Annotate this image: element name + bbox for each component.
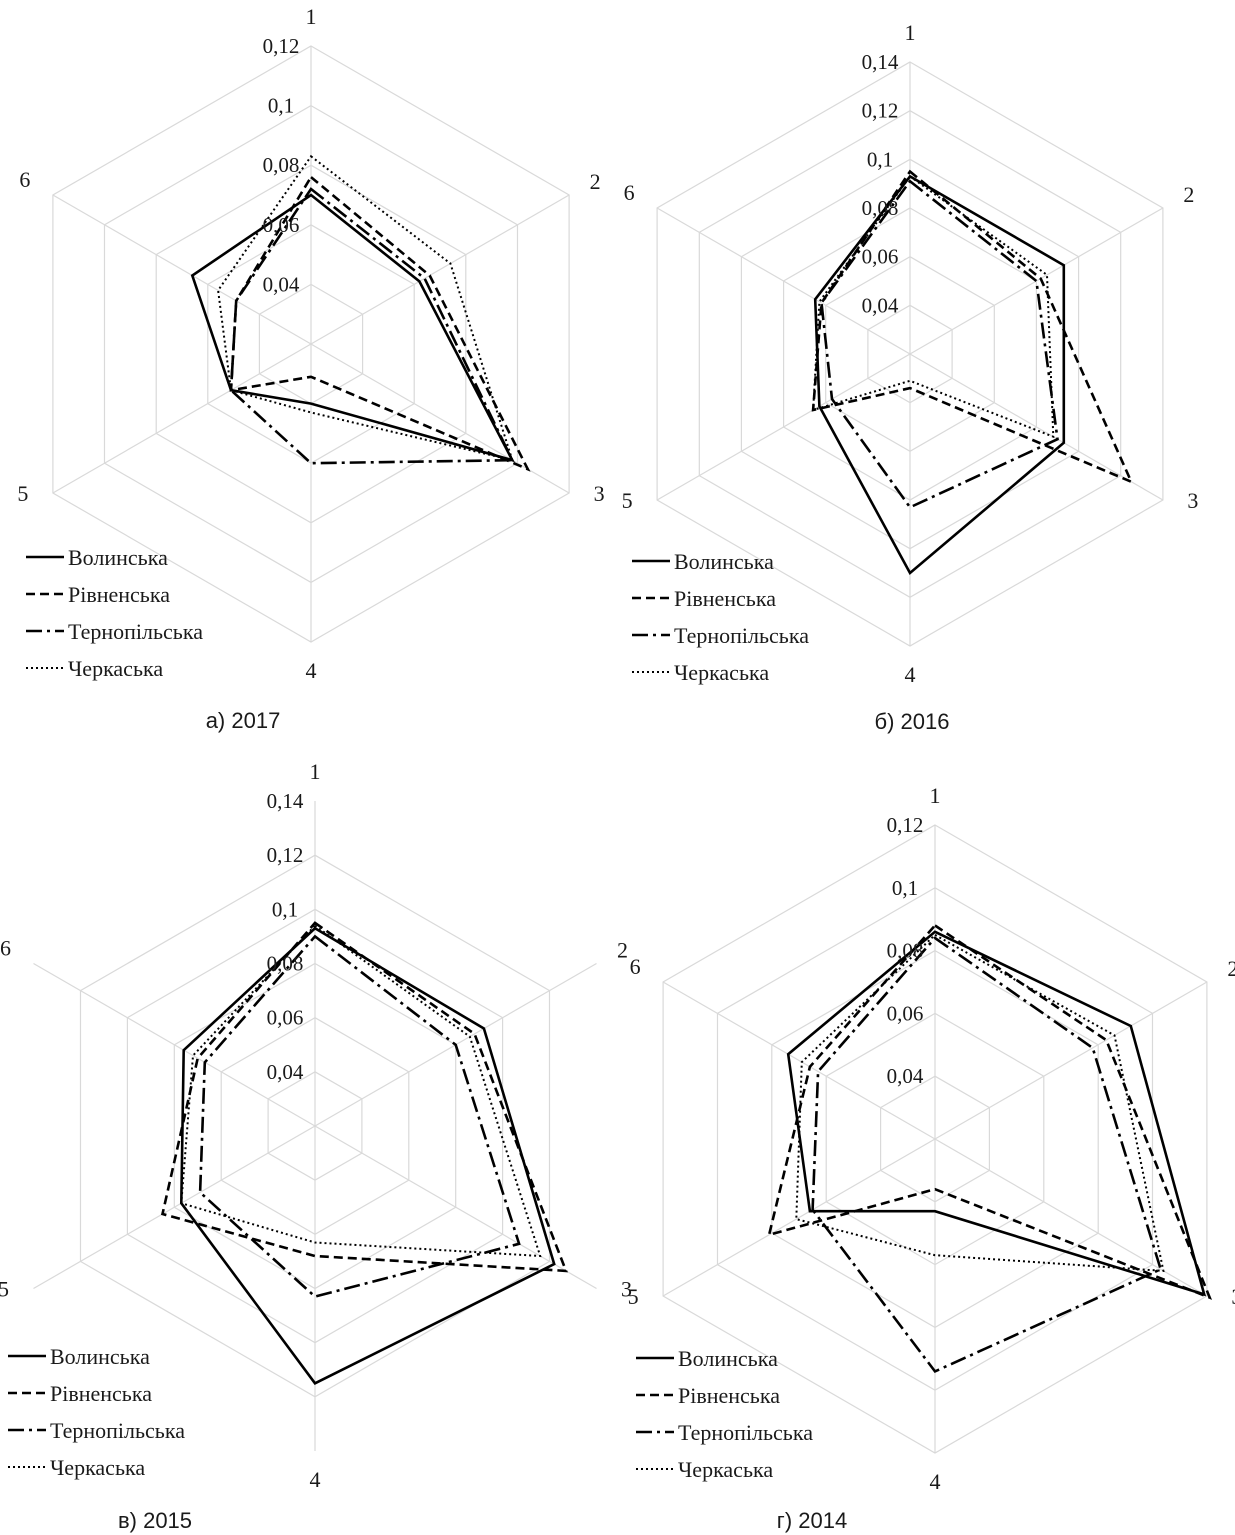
tick-label: 0,04: [862, 293, 899, 317]
series-line-4: [180, 924, 542, 1258]
legend-label: Рівненська: [50, 1381, 152, 1406]
legend-label: Черкаська: [674, 660, 769, 685]
axis-label: 6: [624, 180, 635, 205]
panel-caption-b: б) 2016: [875, 709, 950, 734]
grid-spoke: [310, 343, 570, 494]
series-line-4: [217, 154, 514, 462]
series-line-2: [767, 923, 1213, 1300]
axis-label: 1: [905, 20, 916, 45]
tick-label: 0,14: [267, 789, 304, 813]
tick-label: 0,1: [892, 876, 918, 900]
axis-label: 2: [617, 938, 628, 963]
axis-label: 6: [630, 954, 641, 979]
grid-spoke: [33, 962, 316, 1127]
tick-label: 0,1: [268, 94, 294, 118]
axis-label: 5: [17, 481, 28, 506]
tick-label: 0,1: [272, 897, 298, 921]
panel-caption-c: в) 2015: [118, 1508, 192, 1533]
axis-label: 5: [0, 1277, 9, 1302]
grid-spoke: [909, 353, 1164, 501]
tick-label: 0,12: [263, 34, 300, 58]
legend-label: Рівненська: [68, 582, 170, 607]
tick-label: 0,04: [267, 1060, 304, 1084]
axis-label: 2: [1183, 182, 1194, 207]
axis-label: 5: [622, 488, 633, 513]
grid-spoke: [33, 1125, 316, 1290]
grid-spoke: [314, 1125, 597, 1290]
tick-label: 0,08: [862, 196, 899, 220]
legend-label: Тернопільська: [68, 619, 203, 644]
legend-label: Черкаська: [50, 1455, 145, 1480]
grid-spoke: [52, 194, 312, 345]
series-line-3: [811, 936, 1163, 1374]
legend-label: Тернопільська: [674, 623, 809, 648]
legend-label: Волинська: [50, 1344, 150, 1369]
legend-label: Рівненська: [674, 586, 776, 611]
tick-label: 0,06: [862, 245, 899, 269]
tick-label: 0,08: [267, 952, 304, 976]
axis-label: 6: [0, 936, 11, 961]
radar-chart-4: 0,04 0,06 0,08 0,1 0,121 2 3 4 5 6 Волинська Рівнен…: [628, 783, 1235, 1494]
radar-chart-3: 0,04 0,06 0,08 0,1 0,12 0,141 2 3 4 5 6 Волинська Рі…: [0, 759, 632, 1492]
panel-caption-a: а) 2017: [206, 708, 281, 733]
legend-label: Волинська: [68, 545, 168, 570]
axis-label: 6: [19, 167, 30, 192]
axis-label: 5: [628, 1284, 639, 1309]
tick-label: 0,14: [862, 50, 899, 74]
tick-label: 0,06: [263, 213, 300, 237]
axis-label: 1: [306, 4, 317, 29]
grid-spoke: [662, 1138, 936, 1297]
tick-label: 0,06: [887, 1001, 924, 1025]
axis-label: 3: [1187, 488, 1198, 513]
axis-label: 2: [590, 169, 601, 194]
series-line-3: [198, 934, 521, 1299]
tick-label: 0,12: [267, 843, 304, 867]
tick-label: 0,04: [887, 1064, 924, 1088]
grid-spoke: [656, 207, 911, 355]
axis-label: 4: [905, 662, 916, 687]
tick-label: 0,08: [887, 939, 924, 963]
panel-caption-d: г) 2014: [777, 1508, 847, 1533]
axis-label: 4: [306, 658, 317, 683]
radar-chart-1: 0,04 0,06 0,08 0,1 0,121 2 3 4 5 6 Волинська Рівнен…: [17, 4, 604, 683]
legend-label: Рівненська: [678, 1383, 780, 1408]
tick-label: 0,04: [263, 272, 300, 296]
legend-label: Черкаська: [678, 1457, 773, 1482]
series-line-1: [786, 930, 1207, 1297]
tick-label: 0,1: [867, 147, 893, 171]
axis-label: 3: [621, 1277, 632, 1302]
grid-spoke: [909, 207, 1164, 355]
axis-label: 1: [310, 759, 321, 784]
series-line-2: [229, 175, 531, 472]
series-line-4: [795, 933, 1165, 1272]
radar-chart-2: 0,04 0,06 0,08 0,1 0,12 0,141 2 3 4 5 6 Волинська Рі…: [622, 20, 1199, 687]
series-line-3: [820, 179, 1059, 509]
legend-label: Тернопільська: [50, 1418, 185, 1443]
grid-spoke: [656, 353, 911, 501]
series-line-1: [179, 926, 556, 1385]
grid-spoke: [934, 981, 1208, 1140]
axis-label: 2: [1227, 956, 1235, 981]
axis-label: 3: [594, 481, 605, 506]
legend-label: Тернопільська: [678, 1420, 813, 1445]
tick-label: 0,08: [263, 153, 300, 177]
legend-label: Волинська: [678, 1346, 778, 1371]
tick-label: 0,12: [887, 813, 924, 837]
series-line-2: [811, 169, 1134, 485]
axis-label: 4: [930, 1469, 941, 1494]
grid-spoke: [934, 1138, 1208, 1297]
axis-label: 3: [1231, 1284, 1235, 1309]
axis-label: 1: [930, 783, 941, 808]
tick-label: 0,06: [267, 1006, 304, 1030]
series-line-1: [190, 193, 515, 463]
axis-label: 4: [310, 1467, 321, 1492]
grid-spoke: [662, 981, 936, 1140]
series-line-1: [813, 174, 1066, 576]
grid-spoke: [310, 194, 570, 345]
legend-label: Волинська: [674, 549, 774, 574]
tick-label: 0,12: [862, 99, 899, 123]
grid-spoke: [52, 343, 312, 494]
legend-label: Черкаська: [68, 656, 163, 681]
